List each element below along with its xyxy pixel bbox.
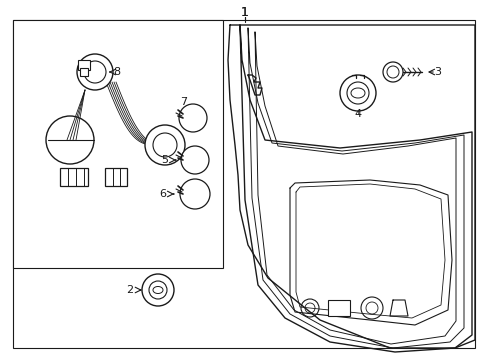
Text: 3: 3: [434, 67, 441, 77]
Text: 1: 1: [241, 5, 248, 18]
Bar: [78, 60, 90, 70]
Circle shape: [180, 179, 209, 209]
Text: 7: 7: [180, 97, 187, 107]
Text: 8: 8: [113, 67, 121, 77]
Bar: [105, 168, 127, 186]
Bar: [80, 68, 88, 76]
Bar: [60, 168, 88, 186]
Text: 5: 5: [161, 155, 168, 165]
Bar: [327, 300, 349, 316]
Bar: [13, 20, 223, 268]
Circle shape: [142, 274, 174, 306]
Circle shape: [179, 104, 206, 132]
Text: 6: 6: [159, 189, 166, 199]
Circle shape: [339, 75, 375, 111]
Text: 2: 2: [126, 285, 133, 295]
Circle shape: [181, 146, 208, 174]
Text: 1: 1: [241, 5, 248, 18]
Circle shape: [77, 54, 113, 90]
Circle shape: [145, 125, 184, 165]
Circle shape: [382, 62, 402, 82]
Text: 4: 4: [354, 109, 361, 119]
